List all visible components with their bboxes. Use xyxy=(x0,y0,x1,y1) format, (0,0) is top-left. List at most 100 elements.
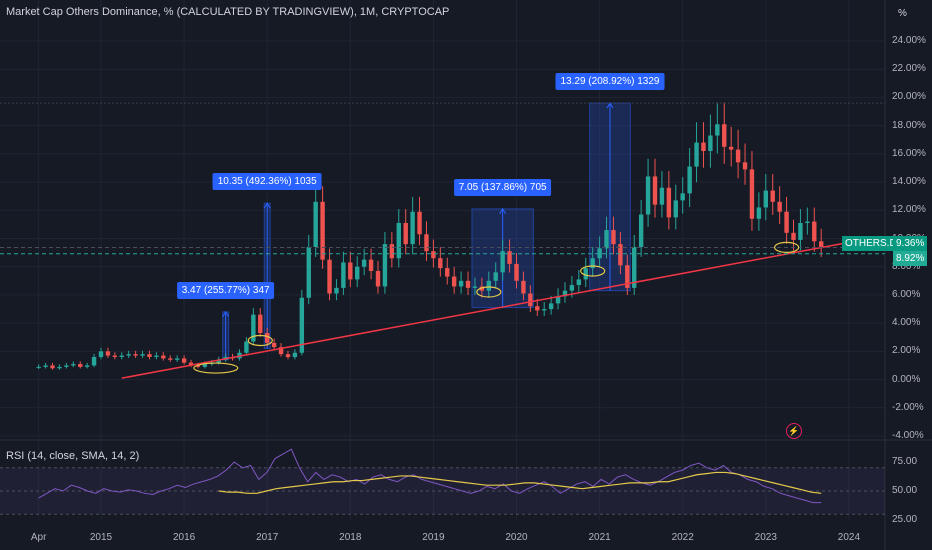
y-tick-label: 0.00% xyxy=(892,373,921,385)
candle-body xyxy=(36,366,41,368)
highlight-ellipse xyxy=(476,286,502,298)
candle-body xyxy=(465,280,471,288)
candle-body xyxy=(638,214,644,247)
candle-body xyxy=(666,187,672,218)
rsi-line xyxy=(38,448,822,504)
candle-body xyxy=(819,241,824,247)
candle-body xyxy=(742,162,748,170)
candle-body xyxy=(486,280,491,291)
candle-body xyxy=(625,265,630,288)
x-tick-label: 2019 xyxy=(422,532,445,543)
y-tick-label: 8.00% xyxy=(892,260,921,272)
candle-body xyxy=(784,211,789,233)
rsi-band xyxy=(0,467,885,515)
rsi-title[interactable]: RSI (14, close, SMA, 14, 2) xyxy=(6,450,140,462)
arrow-head xyxy=(499,207,507,215)
candle-body xyxy=(611,230,616,245)
y-tick-label: 14.00% xyxy=(892,176,926,188)
candle-body xyxy=(50,365,55,369)
candle-body xyxy=(64,365,69,367)
y-tick-label: -4.00% xyxy=(892,430,924,441)
candle-body xyxy=(542,309,547,311)
candle-body xyxy=(368,259,374,271)
candle-body xyxy=(756,207,762,219)
candle-body xyxy=(355,266,360,280)
candle-body xyxy=(749,169,755,219)
rsi-tick-label: 50.00 xyxy=(892,485,918,496)
candle-body xyxy=(382,244,388,287)
candle-body xyxy=(306,246,311,298)
candle-body xyxy=(396,222,401,259)
candle-body xyxy=(195,365,201,367)
candle-body xyxy=(597,248,602,259)
candle-body xyxy=(645,176,651,215)
candle-body xyxy=(126,354,131,356)
candle-body xyxy=(292,352,298,357)
highlight-ellipse xyxy=(247,334,273,347)
candle-body xyxy=(673,200,678,218)
candle-body xyxy=(680,193,685,201)
x-tick-label: 2023 xyxy=(754,532,777,543)
x-tick-label: 2022 xyxy=(671,532,694,543)
candle-body xyxy=(604,230,609,249)
candle-body xyxy=(341,262,346,288)
candle-body xyxy=(389,244,395,259)
x-tick-label: 2018 xyxy=(339,532,362,543)
candle-body xyxy=(119,355,124,357)
candle-body xyxy=(299,297,305,353)
secondary-price-badge: 8.92% xyxy=(893,250,928,266)
candle-body xyxy=(161,355,166,359)
support-trendline xyxy=(121,237,870,379)
candle-body xyxy=(555,296,561,304)
candle-body xyxy=(375,270,381,287)
highlight-ellipse xyxy=(773,241,800,253)
candle-body xyxy=(632,246,637,288)
candle-body xyxy=(708,135,713,152)
candle-body xyxy=(112,355,118,357)
candle-body xyxy=(57,366,62,369)
candle-body xyxy=(548,303,554,310)
y-tick-label: 18.00% xyxy=(892,119,926,131)
y-tick-label: 6.00% xyxy=(892,288,921,300)
candle-body xyxy=(735,149,741,163)
x-tick-label: 2015 xyxy=(89,532,113,543)
lightning-icon[interactable]: ⚡ xyxy=(786,423,802,439)
candle-body xyxy=(777,201,782,212)
candle-body xyxy=(271,342,277,348)
candle-body xyxy=(458,280,464,287)
chart-title[interactable]: Market Cap Others Dominance, % (CALCULAT… xyxy=(6,6,450,18)
symbol-badge: OTHERS.D xyxy=(842,235,900,251)
candle-body xyxy=(805,221,810,223)
candle-body xyxy=(174,358,180,360)
candle-body xyxy=(216,359,221,363)
arrow-head xyxy=(263,202,271,209)
candle-body xyxy=(43,365,48,367)
candle-body xyxy=(424,234,429,252)
candle-body xyxy=(140,354,145,356)
candle-body xyxy=(652,176,658,205)
candle-body xyxy=(618,244,623,266)
candle-body xyxy=(154,355,159,357)
x-tick-label: Apr xyxy=(30,532,47,543)
rsi-pane xyxy=(0,448,885,515)
candle-body xyxy=(348,262,353,280)
x-tick-label: 2024 xyxy=(837,532,861,543)
candle-body xyxy=(417,211,422,235)
y-tick-label: 4.00% xyxy=(892,317,921,329)
candle-body xyxy=(181,358,187,363)
current-price-badge: 9.36% xyxy=(893,235,928,251)
x-tick-label: 2021 xyxy=(588,532,611,543)
candle-body xyxy=(313,201,318,247)
y-tick-label: 12.00% xyxy=(892,204,926,216)
candle-body xyxy=(278,347,284,355)
candle-body xyxy=(659,187,665,205)
measurement-label: 10.35 (492.36%) 1035 xyxy=(212,173,322,191)
candle-body xyxy=(812,221,817,242)
candle-body xyxy=(528,293,533,307)
candle-body xyxy=(361,259,367,267)
candle-body xyxy=(583,268,588,280)
axis-unit: % xyxy=(898,8,907,19)
candle-body xyxy=(258,314,263,334)
candle-body xyxy=(91,357,97,366)
